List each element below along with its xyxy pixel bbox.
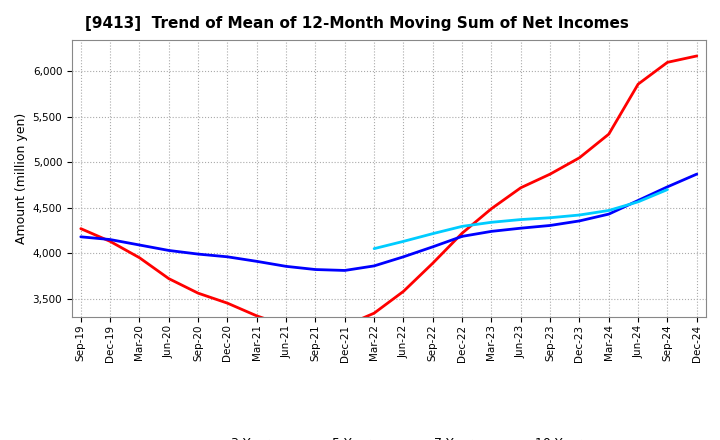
5 Years bbox=[341, 268, 349, 273]
3 Years bbox=[223, 301, 232, 306]
3 Years bbox=[370, 311, 379, 316]
Y-axis label: Amount (million yen): Amount (million yen) bbox=[16, 113, 29, 244]
Legend: 3 Years, 5 Years, 7 Years, 10 Years: 3 Years, 5 Years, 7 Years, 10 Years bbox=[184, 432, 593, 440]
5 Years bbox=[282, 264, 290, 269]
3 Years bbox=[194, 290, 202, 296]
Line: 7 Years: 7 Years bbox=[374, 190, 667, 249]
Text: [9413]  Trend of Mean of 12-Month Moving Sum of Net Incomes: [9413] Trend of Mean of 12-Month Moving … bbox=[85, 16, 629, 32]
5 Years bbox=[634, 198, 642, 203]
5 Years bbox=[370, 263, 379, 268]
5 Years bbox=[428, 244, 437, 249]
3 Years bbox=[399, 289, 408, 294]
3 Years bbox=[76, 226, 85, 231]
7 Years bbox=[487, 220, 496, 225]
5 Years bbox=[194, 251, 202, 257]
7 Years bbox=[399, 239, 408, 244]
7 Years bbox=[663, 187, 672, 192]
5 Years bbox=[546, 223, 554, 228]
5 Years bbox=[135, 242, 144, 248]
7 Years bbox=[458, 224, 467, 229]
3 Years bbox=[458, 231, 467, 236]
5 Years bbox=[663, 184, 672, 190]
5 Years bbox=[458, 234, 467, 239]
3 Years bbox=[546, 172, 554, 177]
3 Years bbox=[282, 323, 290, 329]
3 Years bbox=[135, 255, 144, 260]
7 Years bbox=[634, 199, 642, 205]
3 Years bbox=[311, 325, 320, 330]
5 Years bbox=[487, 229, 496, 234]
7 Years bbox=[605, 208, 613, 213]
7 Years bbox=[370, 246, 379, 251]
5 Years bbox=[76, 234, 85, 239]
7 Years bbox=[428, 231, 437, 236]
3 Years bbox=[164, 276, 173, 281]
5 Years bbox=[253, 259, 261, 264]
5 Years bbox=[516, 226, 525, 231]
3 Years bbox=[605, 132, 613, 137]
3 Years bbox=[106, 239, 114, 244]
3 Years bbox=[516, 185, 525, 191]
5 Years bbox=[106, 237, 114, 242]
3 Years bbox=[428, 260, 437, 266]
7 Years bbox=[516, 217, 525, 222]
3 Years bbox=[634, 81, 642, 87]
5 Years bbox=[311, 267, 320, 272]
3 Years bbox=[253, 313, 261, 319]
3 Years bbox=[663, 60, 672, 65]
5 Years bbox=[164, 248, 173, 253]
5 Years bbox=[223, 254, 232, 260]
5 Years bbox=[399, 254, 408, 260]
3 Years bbox=[487, 206, 496, 211]
7 Years bbox=[546, 215, 554, 220]
5 Years bbox=[693, 172, 701, 177]
7 Years bbox=[575, 213, 584, 218]
Line: 5 Years: 5 Years bbox=[81, 174, 697, 271]
3 Years bbox=[693, 53, 701, 59]
5 Years bbox=[575, 218, 584, 224]
5 Years bbox=[605, 212, 613, 217]
Line: 3 Years: 3 Years bbox=[81, 56, 697, 328]
3 Years bbox=[341, 323, 349, 329]
3 Years bbox=[575, 155, 584, 161]
